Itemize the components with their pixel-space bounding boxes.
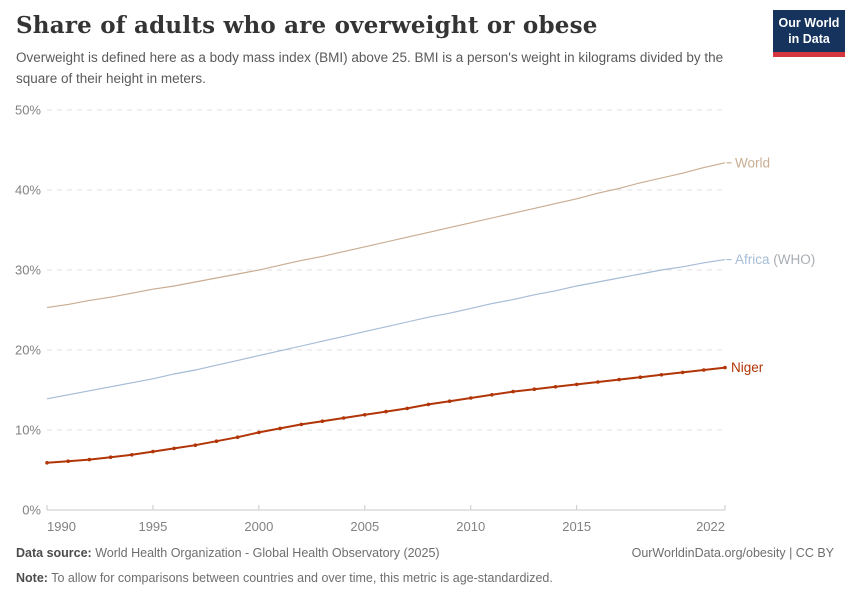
line-chart: 0% 10% 20% 30% 40% 50% 1990 1995 2000 2005 2010 201… [0,95,850,545]
data-point-marker [320,419,325,424]
x-tick-label: 1990 [47,519,76,534]
footer-note-row: Note: To allow for comparisons between c… [16,569,834,587]
data-point-marker [235,435,240,440]
data-point-marker [638,375,643,380]
data-point-marker [363,413,367,417]
data-point-marker [384,409,388,414]
data-point-marker [659,373,664,377]
data-point-marker [405,406,410,411]
chart-canvas[interactable]: 0% 10% 20% 30% 40% 50% 1990 1995 2000 2005 2010 201… [0,95,850,545]
data-point-marker [553,385,558,389]
data-point-marker [45,461,49,465]
data-point-marker [447,399,452,404]
data-point-marker [532,387,537,392]
data-point-marker [214,439,219,444]
data-point-marker [596,380,600,384]
data-point-marker [172,446,176,451]
y-tick-label: 20% [15,343,41,358]
note-label: Note: [16,571,48,586]
y-tick-label: 30% [15,263,41,278]
data-point-marker [108,455,113,460]
data-source-label: Data source: [16,546,92,560]
page-title: Share of adults who are overweight or ob… [16,12,598,39]
data-point-marker [469,396,473,400]
x-tick-label: 2022 [696,519,725,534]
data-point-marker [341,416,346,420]
series-label-world[interactable]: World [735,155,770,170]
x-tick-label: 2015 [562,519,591,534]
data-point-marker [193,443,198,448]
data-point-marker [278,426,282,431]
data-point-marker [574,382,579,387]
x-tick-label: 2005 [350,519,379,534]
x-tick-label: 2000 [244,519,273,534]
data-point-marker [511,389,515,394]
x-tick-label: 1995 [138,519,167,534]
chart-subtitle: Overweight is defined here as a body mas… [16,50,724,86]
data-point-marker [257,430,261,435]
series-line-niger[interactable] [46,366,726,464]
chart-footer: Data source: World Health Organization -… [16,544,834,587]
data-point-marker [426,402,431,407]
series-label-niger[interactable]: Niger [731,360,764,375]
series-line-africa-who[interactable] [46,259,726,400]
data-point-marker [680,370,685,375]
data-point-marker [66,459,70,464]
y-tick-label: 10% [15,423,41,438]
data-point-marker [702,368,706,372]
data-point-marker [723,365,727,370]
footer-source-row: Data source: World Health Organization -… [16,544,834,562]
owid-license-link[interactable]: OurWorldinData.org/obesity | CC BY [631,546,834,560]
data-point-marker [130,453,134,457]
logo-line-2: in Data [788,32,830,47]
series-line-world[interactable] [46,162,726,309]
data-point-marker [87,457,92,462]
owid-logo: Our World in Data [773,10,845,57]
series-label-africa-who[interactable]: Africa (WHO) [735,252,815,267]
data-point-marker [617,377,621,382]
chart-header: Share of adults who are overweight or ob… [16,12,760,90]
logo-line-1: Our World [778,16,840,30]
data-point-marker [490,393,494,397]
note-text: Note: To allow for comparisons between c… [16,571,553,586]
x-tick-label: 2010 [456,519,485,534]
y-tick-label: 50% [15,103,41,118]
y-tick-label: 0% [22,503,41,518]
y-tick-label: 40% [15,183,41,198]
data-point-marker [299,422,304,427]
data-source-text: Data source: World Health Organization -… [16,546,440,560]
data-point-marker [151,449,155,454]
